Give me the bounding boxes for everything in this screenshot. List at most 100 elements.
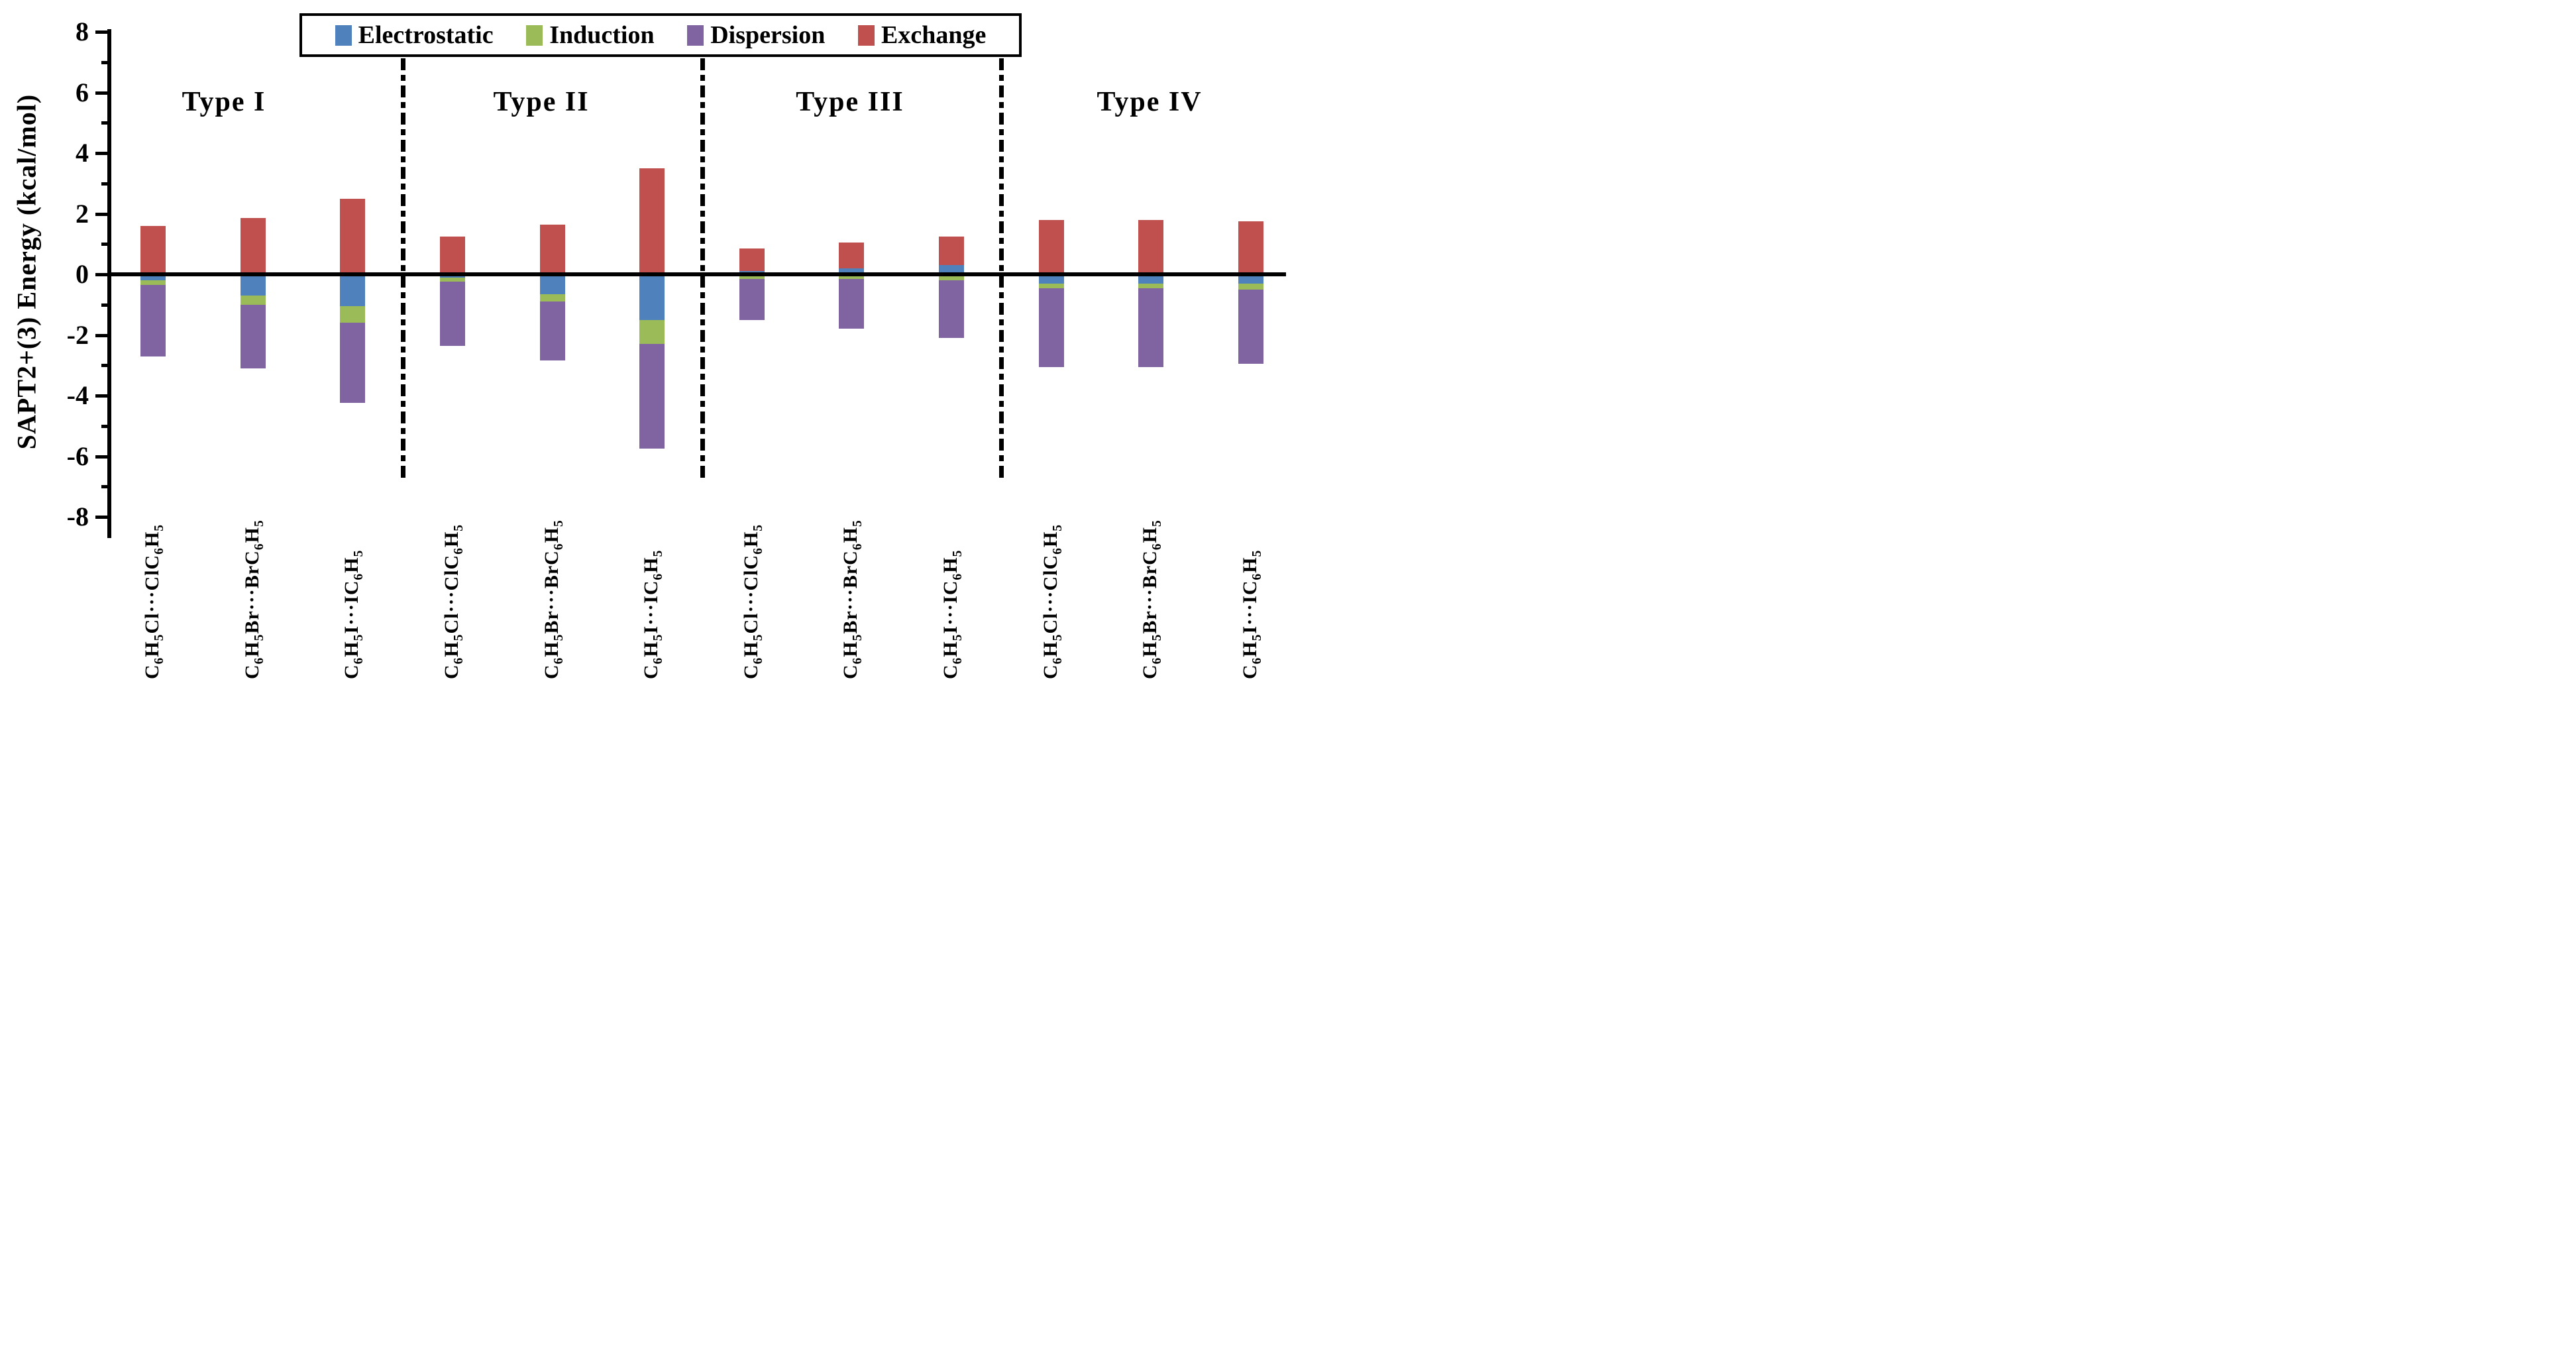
- bar-segment-dispersion: [1138, 288, 1164, 367]
- bar-segment-dispersion: [140, 285, 166, 356]
- y-axis-minor-tick: [101, 243, 110, 246]
- electrostatic-swatch-icon: [335, 25, 352, 46]
- legend-item-electrostatic: Electrostatic: [335, 21, 494, 50]
- bar-segment-induction: [639, 319, 665, 345]
- bar-segment-electrostatic: [539, 274, 565, 294]
- bar-segment-exchange: [439, 236, 465, 274]
- bar-segment-dispersion: [939, 280, 965, 339]
- y-axis-minor-tick: [101, 121, 110, 125]
- y-axis-major-tick: [95, 91, 110, 95]
- x-axis-label: C6H5I···IC6H5: [939, 549, 965, 679]
- bar-segment-exchange: [240, 218, 266, 274]
- y-axis-minor-tick: [101, 303, 110, 307]
- y-axis-major-tick: [95, 455, 110, 459]
- y-axis-tick-label: 2: [76, 198, 89, 229]
- y-axis-major-tick: [95, 516, 110, 519]
- y-axis-tick-label: -2: [66, 319, 89, 350]
- bar-segment-induction: [739, 274, 765, 279]
- legend-item-dispersion: Dispersion: [687, 21, 825, 50]
- bar-segment-electrostatic: [939, 265, 965, 274]
- bar-segment-induction: [839, 274, 865, 279]
- bar-segment-induction: [240, 296, 266, 305]
- bar-segment-dispersion: [839, 278, 865, 329]
- bar-segment-electrostatic: [639, 274, 665, 320]
- x-axis-label: C6H5Cl···ClC6H5: [1039, 523, 1065, 679]
- group-separator-line: [700, 31, 705, 479]
- group-header-2: Type II: [493, 87, 590, 117]
- bar-segment-induction: [1238, 283, 1264, 290]
- bar-segment-electrostatic: [340, 274, 366, 307]
- bar-segment-electrostatic: [140, 274, 166, 281]
- bar-segment-dispersion: [439, 282, 465, 346]
- induction-swatch-icon: [526, 25, 543, 46]
- sapt-energy-decomposition-chart: SAPT2+(3) Energy (kcal/mol) -8 -6 -4 -2 0 2 4 6…: [0, 0, 1288, 682]
- y-axis-major-tick: [95, 30, 110, 34]
- x-axis-label: C6H5Cl···ClC6H5: [440, 523, 466, 679]
- dispersion-swatch-icon: [687, 25, 704, 46]
- zero-baseline: [110, 272, 1286, 276]
- bar-segment-dispersion: [639, 344, 665, 449]
- bar-segment-dispersion: [1238, 289, 1264, 364]
- bar-segment-electrostatic: [1238, 274, 1264, 284]
- group-separator-line: [400, 31, 405, 479]
- bar-segment-exchange: [1138, 219, 1164, 274]
- y-axis-tick-label: -6: [66, 441, 89, 471]
- legend-label: Dispersion: [710, 21, 826, 49]
- y-axis-major-tick: [95, 273, 110, 276]
- bar-segment-dispersion: [340, 323, 366, 404]
- legend-item-induction: Induction: [526, 21, 655, 50]
- bar-segment-induction: [1038, 283, 1064, 288]
- bar-segment-exchange: [839, 242, 865, 268]
- group-header-3: Type III: [796, 87, 904, 117]
- x-axis-label: C6H5I···IC6H5: [341, 549, 366, 679]
- y-axis-tick-label: -4: [66, 380, 89, 410]
- x-axis-label: C6H5Br···BrC6H5: [540, 519, 566, 679]
- bar-segment-induction: [939, 274, 965, 281]
- bar-segment-dispersion: [539, 301, 565, 361]
- x-axis-label: C6H5Cl···ClC6H5: [141, 523, 166, 679]
- y-axis-tick-label: 6: [76, 77, 89, 107]
- y-axis-minor-tick: [101, 485, 110, 489]
- y-axis-tick-label: 4: [76, 138, 89, 168]
- y-axis-major-tick: [95, 333, 110, 337]
- bar-segment-exchange: [1238, 221, 1264, 274]
- bar-segment-electrostatic: [1138, 274, 1164, 284]
- bar-segment-induction: [539, 294, 565, 302]
- bar-segment-exchange: [140, 225, 166, 274]
- bar-segment-induction: [140, 280, 166, 285]
- legend: Electrostatic Induction Dispersion Excha…: [299, 13, 1022, 57]
- bar-segment-exchange: [1038, 219, 1064, 274]
- bar-segment-electrostatic: [1038, 274, 1064, 284]
- bar-segment-exchange: [939, 236, 965, 266]
- y-axis-major-tick: [95, 212, 110, 216]
- bar-segment-induction: [1138, 283, 1164, 288]
- bar-segment-dispersion: [1038, 288, 1064, 367]
- bar-segment-exchange: [539, 224, 565, 274]
- y-axis-minor-tick: [101, 364, 110, 368]
- bar-segment-exchange: [639, 168, 665, 274]
- x-axis-label: C6H5I···IC6H5: [640, 549, 666, 679]
- bar-segment-dispersion: [240, 304, 266, 368]
- legend-label: Electrostatic: [358, 21, 494, 49]
- y-axis-major-tick: [95, 394, 110, 398]
- group-separator-line: [999, 31, 1004, 479]
- y-axis-tick-label: -8: [66, 502, 89, 531]
- bar-segment-exchange: [340, 198, 366, 274]
- x-axis-label: C6H5Br···BrC6H5: [839, 519, 865, 679]
- group-header-4: Type IV: [1097, 87, 1203, 117]
- bar-segment-induction: [340, 306, 366, 323]
- y-axis-minor-tick: [101, 424, 110, 428]
- x-axis-label: C6H5Br···BrC6H5: [1139, 519, 1165, 679]
- exchange-swatch-icon: [857, 25, 875, 46]
- bar-segment-induction: [439, 277, 465, 282]
- y-axis-tick-label: 0: [76, 259, 89, 289]
- bar-segment-electrostatic: [240, 274, 266, 296]
- y-axis-tick-label: 8: [76, 17, 89, 46]
- legend-item-exchange: Exchange: [857, 21, 986, 50]
- x-axis-label: C6H5I···IC6H5: [1239, 549, 1265, 679]
- y-axis-major-tick: [95, 152, 110, 155]
- x-axis-label: C6H5Br···BrC6H5: [241, 519, 266, 679]
- group-header-1: Type I: [182, 87, 266, 117]
- y-axis-minor-tick: [101, 60, 110, 64]
- legend-label: Induction: [549, 21, 655, 49]
